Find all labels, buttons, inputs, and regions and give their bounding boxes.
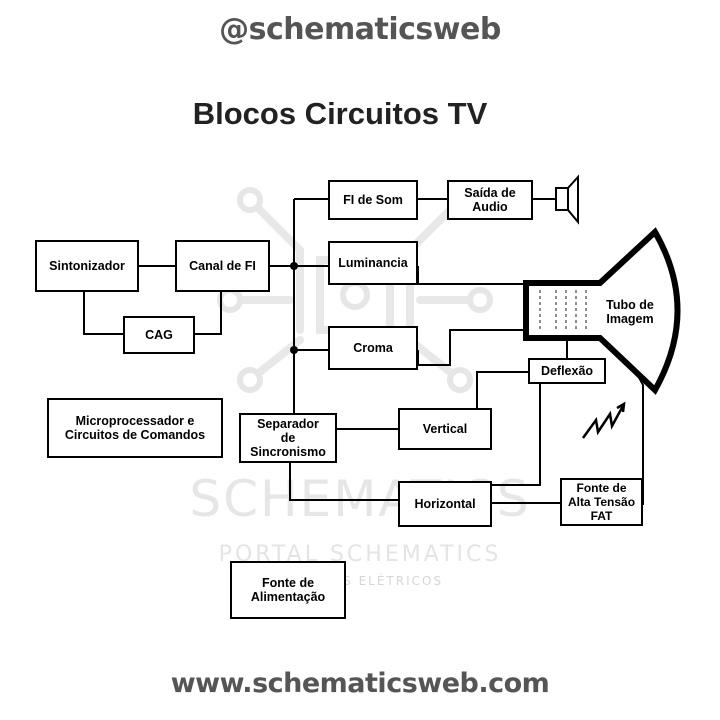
fi-som-block: FI de Som xyxy=(328,180,418,220)
cag-block: CAG xyxy=(123,316,195,354)
deflexao-label: Deflexão xyxy=(540,364,594,378)
header-handle: @schematicsweb xyxy=(219,12,501,47)
diagram-title: Blocos Circuitos TV xyxy=(192,96,488,131)
sintonizador-block: Sintonizador xyxy=(35,240,139,292)
separador-label: Separador de Sincronismo xyxy=(250,417,326,459)
separador-block: Separador de Sincronismo xyxy=(239,413,337,463)
lightning-bolt-icon xyxy=(581,401,626,439)
microprocessador-block: Microprocessador e Circuitos de Comandos xyxy=(47,398,223,458)
saida-audio-block: Saída de Audio xyxy=(447,180,533,220)
crt-tube-icon xyxy=(523,227,681,395)
vertical-block: Vertical xyxy=(398,408,492,450)
croma-label: Croma xyxy=(353,341,393,355)
speaker-icon xyxy=(555,174,579,225)
horizontal-label: Horizontal xyxy=(414,497,476,511)
saida-audio-label: Saída de Audio xyxy=(464,186,516,214)
luminancia-block: Luminancia xyxy=(328,241,418,285)
tubo-imagem-label: Tubo de Imagem xyxy=(606,298,654,326)
tubo-imagem-label-wrap: Tubo de Imagem xyxy=(592,292,668,332)
canal-fi-block: Canal de FI xyxy=(175,240,270,292)
sintonizador-label: Sintonizador xyxy=(49,259,125,273)
horizontal-block: Horizontal xyxy=(398,481,492,527)
fonte-alta-tensao-label: Fonte de Alta Tensão FAT xyxy=(567,481,636,523)
fonte-alimentacao-label: Fonte de Alimentação xyxy=(250,576,326,604)
croma-block: Croma xyxy=(328,326,418,370)
luminancia-label: Luminancia xyxy=(338,256,408,270)
fi-som-label: FI de Som xyxy=(343,193,403,207)
footer-url: www.schematicsweb.com xyxy=(170,668,550,699)
vertical-label: Vertical xyxy=(422,422,468,436)
deflexao-block: Deflexão xyxy=(528,358,606,384)
cag-label: CAG xyxy=(145,328,173,342)
canal-fi-label: Canal de FI xyxy=(189,259,256,273)
fonte-alimentacao-block: Fonte de Alimentação xyxy=(230,561,346,619)
fonte-alta-tensao-block: Fonte de Alta Tensão FAT xyxy=(560,478,643,526)
microprocessador-label: Microprocessador e Circuitos de Comandos xyxy=(64,414,206,442)
